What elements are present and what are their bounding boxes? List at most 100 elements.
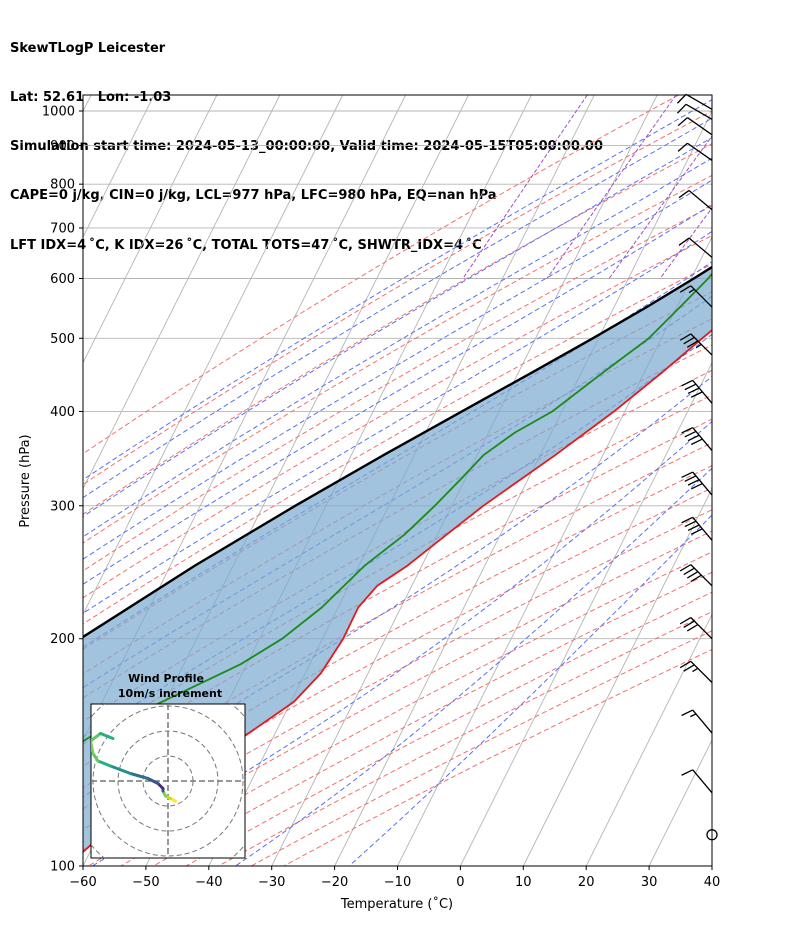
y-tick-label: 500 xyxy=(50,332,75,347)
isotherm-line xyxy=(711,864,712,866)
dry-adiabat xyxy=(83,110,712,486)
x-tick-label: −40 xyxy=(195,875,222,890)
y-tick-label: 700 xyxy=(50,221,75,236)
hodograph-segment xyxy=(99,732,115,740)
dry-adiabat xyxy=(83,263,712,625)
moist-adiabat xyxy=(83,99,712,481)
dry-adiabat xyxy=(83,95,679,455)
barb-flag-full xyxy=(677,142,688,152)
barb-staff xyxy=(692,769,713,794)
isotherm-line xyxy=(83,95,281,490)
barb-flag-full xyxy=(683,664,695,672)
y-tick-label: 400 xyxy=(50,405,75,420)
isotherm-line xyxy=(585,613,712,866)
barb-flag-full xyxy=(683,567,695,576)
hodograph-segment xyxy=(91,752,100,763)
barb-staff xyxy=(688,189,713,211)
barb-flag-full xyxy=(681,379,694,387)
barb-flag-half xyxy=(690,713,697,718)
barb-flag-full xyxy=(684,430,697,438)
y-tick-label: 300 xyxy=(50,499,75,514)
barb-flag-full xyxy=(686,624,699,632)
barb-flag-full xyxy=(686,571,699,579)
moist-adiabat xyxy=(83,230,712,614)
wind-barb xyxy=(677,142,713,161)
dry-adiabat xyxy=(83,487,712,830)
dry-adiabat xyxy=(83,442,712,789)
mixing-ratio-line xyxy=(462,95,588,279)
wind-barb xyxy=(679,333,713,356)
mixing-ratio-line xyxy=(715,95,794,279)
hodograph-segment xyxy=(129,772,150,780)
moist-adiabat xyxy=(83,261,712,648)
barb-flag-full xyxy=(678,189,690,199)
moist-adiabat xyxy=(83,117,712,499)
barb-flag-full xyxy=(678,237,690,246)
barb-flag-full xyxy=(679,564,692,572)
barb-flag-full xyxy=(681,769,694,776)
barb-flag-full xyxy=(676,93,687,104)
moist-adiabat xyxy=(83,157,712,538)
barb-flag-full xyxy=(690,528,703,535)
dry-adiabat xyxy=(250,630,712,866)
x-tick-label: −20 xyxy=(321,875,348,890)
wind-barb xyxy=(681,769,713,794)
barb-flag-full xyxy=(690,438,703,446)
parcel-profile-line xyxy=(83,265,712,639)
calm-wind-marker xyxy=(706,829,718,841)
barb-flag-full xyxy=(687,387,700,395)
barb-flag-full xyxy=(679,616,692,625)
moist-adiabat xyxy=(83,203,712,585)
barb-flag-full xyxy=(687,479,700,486)
barb-flag-full xyxy=(684,475,697,482)
dry-adiabat xyxy=(83,418,712,767)
isotherm-line xyxy=(334,110,712,866)
isotherm-line xyxy=(83,95,92,113)
barb-flag-full xyxy=(684,520,697,528)
barb-flag-full xyxy=(684,383,697,391)
barb-flag-full xyxy=(683,336,695,345)
dry-adiabat xyxy=(120,551,712,866)
wind-barb xyxy=(679,660,713,683)
wind-barb xyxy=(681,516,713,541)
wind-barbs xyxy=(676,93,718,841)
dry-adiabat xyxy=(83,205,712,572)
chart-header: SkewTLogP Leicester Lat: 52.61 Lon: -1.0… xyxy=(10,8,603,271)
wind-barb xyxy=(676,93,713,110)
y-tick-label: 100 xyxy=(50,860,75,875)
y-tick-label: 900 xyxy=(50,139,75,154)
isotherm-line xyxy=(83,95,155,239)
barb-flag-full xyxy=(687,524,700,531)
wind-barb xyxy=(678,189,713,211)
barb-flag-full xyxy=(681,427,694,434)
moist-adiabat xyxy=(92,420,712,866)
x-tick-label: −30 xyxy=(258,875,285,890)
time-line: Simulation start time: 2024-05-13_00:00:… xyxy=(10,139,603,155)
x-tick-label: 30 xyxy=(641,875,658,890)
hodograph-plot xyxy=(91,704,245,858)
wind-barb xyxy=(676,103,713,120)
barb-flag-full xyxy=(676,103,687,114)
barb-staff xyxy=(685,93,713,110)
isotherm-line xyxy=(648,739,712,866)
axes: −60 −50 −40 −30 −20 −10 0 10 20 30 40 100 200 300 400 5… xyxy=(42,94,721,890)
barb-flag-full xyxy=(690,574,702,583)
x-tick-label: 40 xyxy=(704,875,721,890)
barb-staff xyxy=(687,142,713,161)
x-axis-label: Temperature (˚C) xyxy=(340,896,453,912)
y-tick-label: 1000 xyxy=(42,104,75,119)
wind-barb xyxy=(681,471,713,496)
y-tick-label: 600 xyxy=(50,272,75,287)
barb-flag-full xyxy=(677,117,688,127)
x-tick-label: −60 xyxy=(69,875,96,890)
instability-line: CAPE=0 j/kg, CIN=0 j/kg, LCL=977 hPa, LF… xyxy=(10,188,497,204)
wind-barb xyxy=(678,237,713,258)
barb-flag-full xyxy=(681,471,694,479)
isotherm-line xyxy=(83,95,344,616)
barb-flag-full xyxy=(690,482,703,490)
barb-flag-full xyxy=(679,660,692,669)
barb-flag-full xyxy=(686,340,699,348)
wind-barb xyxy=(679,616,713,640)
dry-adiabat xyxy=(88,530,712,866)
dewpoint-line xyxy=(83,272,712,743)
